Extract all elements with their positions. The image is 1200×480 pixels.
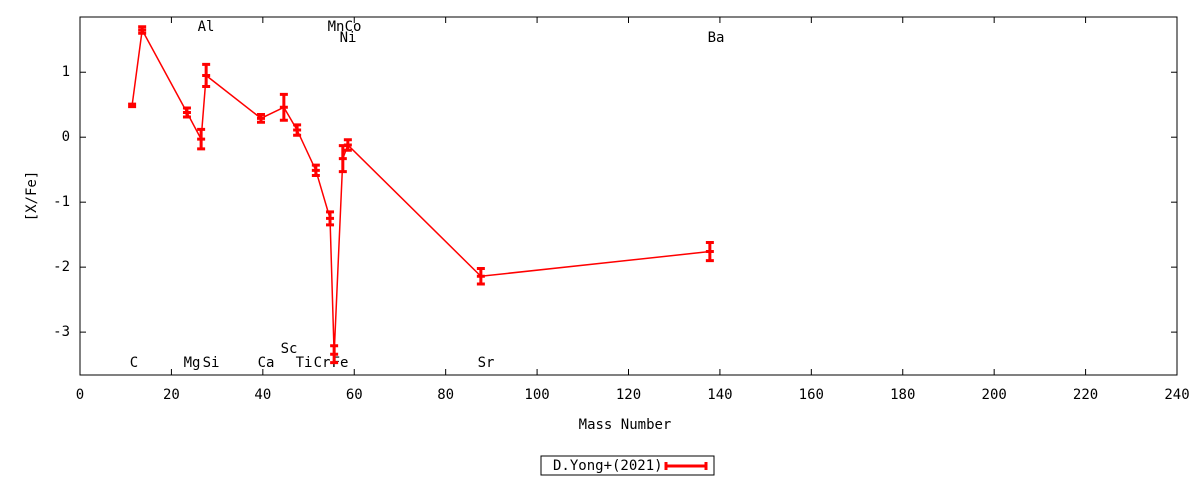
x-tick-label: 120 [616, 387, 641, 403]
error-bar [279, 92, 288, 122]
error-bar [182, 106, 191, 119]
error-bar [128, 102, 137, 109]
element-label: Mg [184, 355, 201, 371]
error-bar [202, 62, 211, 89]
element-label: Co [345, 19, 362, 35]
element-label: Ni [340, 30, 357, 46]
element-label: Mn [328, 19, 345, 35]
y-tick-label: -3 [53, 324, 70, 340]
error-bar [330, 344, 339, 365]
series-line [131, 27, 710, 355]
legend-label: D.Yong+(2021) [553, 458, 663, 474]
y-axis-label: [X/Fe] [24, 171, 40, 222]
y-tick-label: 1 [62, 64, 70, 80]
x-tick-label: 0 [76, 387, 84, 403]
error-bar [138, 25, 147, 35]
element-label: Ca [258, 355, 275, 371]
element-label: Ba [708, 30, 725, 46]
x-tick-label: 240 [1164, 387, 1189, 403]
y-tick-label: 0 [62, 129, 70, 145]
x-tick-label: 100 [524, 387, 549, 403]
element-label: Sc [281, 341, 298, 357]
element-label: Fe [332, 355, 349, 371]
legend-swatch [664, 462, 708, 470]
x-tick-label: 140 [707, 387, 732, 403]
error-bar [705, 240, 714, 263]
error-bar [257, 112, 266, 124]
x-tick-label: 40 [254, 387, 271, 403]
element-label: C [130, 355, 138, 371]
x-tick-label: 20 [163, 387, 180, 403]
x-axis-label: Mass Number [579, 417, 672, 433]
error-bar [476, 266, 485, 286]
x-tick-label: 60 [346, 387, 363, 403]
error-bar [293, 123, 302, 137]
legend-box [540, 455, 715, 476]
element-label: Cr [314, 355, 331, 371]
error-bar [338, 144, 347, 174]
x-tick-label: 200 [982, 387, 1007, 403]
y-tick-label: -1 [53, 194, 70, 210]
x-tick-label: 80 [437, 387, 454, 403]
error-bar [326, 210, 335, 227]
element-label: Si [203, 355, 220, 371]
y-tick-label: -2 [53, 259, 70, 275]
element-label: Ti [296, 355, 313, 371]
x-tick-label: 180 [890, 387, 915, 403]
element-label: Al [198, 19, 215, 35]
error-bar [311, 163, 320, 178]
error-bar [197, 127, 206, 151]
x-tick-label: 220 [1073, 387, 1098, 403]
error-bar [343, 138, 352, 152]
element-label: Sr [478, 355, 495, 371]
plot-frame [79, 16, 1178, 376]
x-tick-label: 160 [799, 387, 824, 403]
